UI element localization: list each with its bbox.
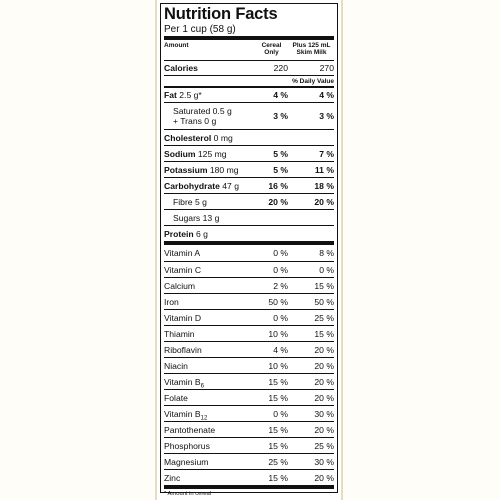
nutrient-row-calories: Calories 220 270 <box>164 60 334 75</box>
vitamin-row-pantothenate: Pantothenate 15 % 20 % <box>164 421 334 437</box>
vitamin-row-zinc: Zinc 15 % 20 % <box>164 469 334 485</box>
vitamin-row-niacin: Niacin 10 % 20 % <box>164 357 334 373</box>
column-header: Amount Cereal Only Plus 125 mL Skim Milk <box>164 36 334 60</box>
nutrient-row-sugars: Sugars 13 g <box>164 209 334 225</box>
vitamin-row-a: Vitamin A 0 % 8 % <box>164 248 334 258</box>
nutrient-row-fat: Fat 2.5 g* 4 % 4 % <box>164 86 334 102</box>
with-milk-header: Plus 125 mL Skim Milk <box>292 42 331 56</box>
nutrient-row-saturated-trans: Saturated 0.5 g + Trans 0 g 3 % 3 % <box>164 102 334 129</box>
cereal-only-header: Cereal Only <box>261 42 282 56</box>
nutrient-row-cholesterol: Cholesterol 0 mg <box>164 129 334 145</box>
vitamin-row-magnesium: Magnesium 25 % 30 % <box>164 453 334 469</box>
vitamin-row-thiamin: Thiamin 10 % 15 % <box>164 325 334 341</box>
vitamin-row-folate: Folate 15 % 20 % <box>164 389 334 405</box>
label-title: Nutrition Facts <box>164 5 278 23</box>
nutrition-facts-label: Nutrition Facts Per 1 cup (58 g) Amount … <box>160 3 338 497</box>
vitamin-row-c: Vitamin C 0 % 0 % <box>164 261 334 277</box>
vitamin-row-iron: Iron 50 % 50 % <box>164 293 334 309</box>
vitamin-row-riboflavin: Riboflavin 4 % 20 % <box>164 341 334 357</box>
daily-value-header: % Daily Value <box>164 75 334 86</box>
serving-size: Per 1 cup (58 g) <box>164 24 236 35</box>
vitamin-row-calcium: Calcium 2 % 15 % <box>164 277 334 293</box>
nutrient-row-sodium: Sodium 125 mg 5 % 7 % <box>164 145 334 161</box>
nutrient-row-potassium: Potassium 180 mg 5 % 11 % <box>164 161 334 177</box>
vitamin-row-b12: Vitamin B12 0 % 30 % <box>164 405 334 421</box>
nutrient-row-protein: Protein 6 g <box>164 225 334 241</box>
vitamin-row-b6: Vitamin B6 15 % 20 % <box>164 373 334 389</box>
vitamin-row-phosphorus: Phosphorus 15 % 25 % <box>164 437 334 453</box>
footnote: * Amount in cereal <box>164 485 334 497</box>
vitamin-row-d: Vitamin D 0 % 25 % <box>164 309 334 325</box>
nutrient-row-carbohydrate: Carbohydrate 47 g 16 % 18 % <box>164 177 334 193</box>
amount-header: Amount <box>164 42 189 49</box>
nutrient-row-fibre: Fibre 5 g 20 % 20 % <box>164 193 334 209</box>
